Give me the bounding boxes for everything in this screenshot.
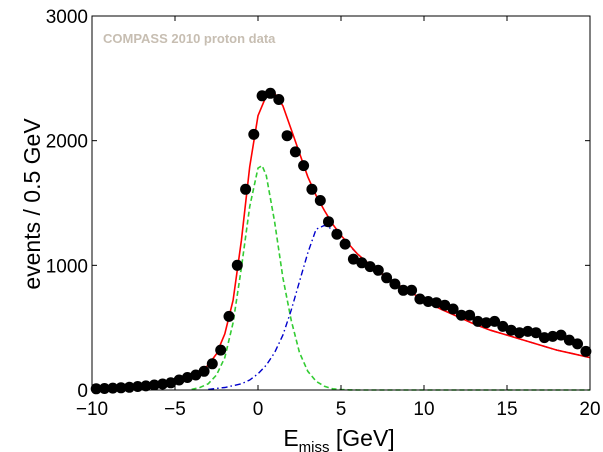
data-point [90,383,102,395]
data-point [547,330,559,342]
data-point [223,310,235,322]
data-point [422,296,434,307]
data-point [173,374,185,386]
data-point [99,383,110,394]
data-point [472,315,484,327]
data-point [505,324,517,336]
data-point [323,216,334,228]
background-fit-curve [208,224,591,391]
data-point [372,264,384,276]
data-point [439,299,451,311]
data-point [555,329,567,341]
y-tick-label: 0 [77,381,88,402]
data-point [190,369,202,381]
data-point [240,183,252,195]
data-point [115,382,127,394]
data-point [198,365,210,377]
data-point [522,325,534,337]
data-point [148,379,160,391]
data-point [256,90,268,102]
x-tick-label: 10 [413,399,434,420]
data-point [165,377,177,389]
x-tick-label: 5 [336,399,347,420]
data-point [356,257,368,269]
y-tick-label: 2000 [46,132,88,153]
data-point [406,284,418,296]
data-point [364,261,376,273]
data-point [397,284,409,296]
data-point [132,381,144,392]
data-point [289,146,301,158]
data-point [206,358,218,370]
data-point [447,303,459,315]
data-point [464,309,476,321]
x-tick-label: −5 [164,399,186,420]
axis-ticks: −10 −5 0 5 10 15 20 0 1000 2000 3000 [46,7,601,420]
data-point [140,380,152,392]
data-point [530,327,542,339]
data-point [430,297,442,309]
data-point [489,315,501,327]
data-point [264,87,276,99]
data-point [248,128,260,140]
x-tick-label: 0 [253,399,264,420]
data-point [273,94,285,105]
data-point [331,228,343,240]
x-tick-label: 20 [579,399,600,420]
data-point [306,183,318,195]
data-point [181,372,193,383]
annotation-label: COMPASS 2010 proton data [103,31,276,46]
data-point [381,272,393,284]
data-point [514,327,525,339]
y-tick-label: 3000 [46,7,88,28]
data-point [389,278,401,290]
data-point [281,130,293,142]
data-point [347,253,359,265]
data-point [580,345,592,357]
data-point [339,238,351,250]
x-axis-title-subscript: miss [299,439,330,452]
data-point [157,378,169,390]
data-point [538,332,550,344]
data-point [455,309,467,321]
data-points [90,87,592,395]
x-axis-title-unit: [GeV] [329,425,394,451]
data-point [231,259,243,271]
data-point [298,160,310,172]
x-tick-label: −10 [76,399,108,420]
y-tick-label: 1000 [46,256,88,277]
data-point [563,334,575,346]
data-point [414,293,426,305]
data-point [314,195,326,206]
x-axis-title: Emiss [GeV] [283,425,394,452]
y-axis-title: events / 0.5 GeV [19,118,45,290]
data-point [107,382,119,394]
data-point [497,320,509,332]
data-point [572,338,583,350]
x-tick-label: 15 [496,399,517,420]
data-point [480,317,492,329]
data-point [215,344,227,356]
